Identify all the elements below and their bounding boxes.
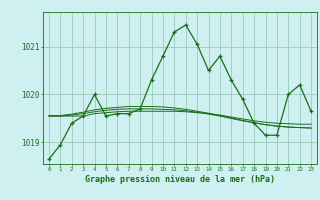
X-axis label: Graphe pression niveau de la mer (hPa): Graphe pression niveau de la mer (hPa) xyxy=(85,175,275,184)
